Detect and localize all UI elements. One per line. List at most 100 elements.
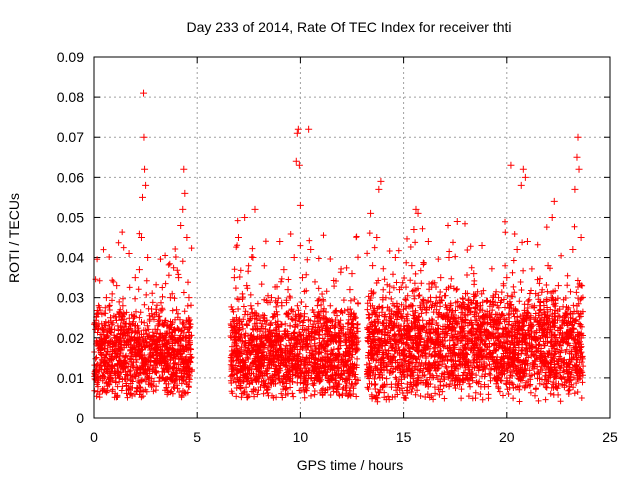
roti-point: [381, 338, 389, 346]
roti-point: [433, 306, 441, 314]
roti-point: [282, 354, 290, 362]
roti-point: [331, 374, 339, 382]
roti-point: [164, 366, 172, 374]
roti-point: [148, 310, 156, 318]
roti-point: [503, 274, 511, 282]
roti-point: [482, 346, 490, 354]
roti-point: [391, 254, 399, 262]
roti-point: [156, 374, 164, 382]
roti-point: [170, 326, 178, 334]
roti-point: [379, 294, 387, 302]
roti-point: [121, 358, 129, 366]
y-tick-label: 0.06: [57, 169, 84, 185]
plot-frame: [93, 56, 611, 419]
roti-point: [280, 266, 288, 274]
roti-point: [457, 318, 465, 326]
roti-point: [298, 274, 306, 282]
roti-point: [569, 246, 577, 254]
roti-point: [111, 334, 119, 342]
roti-point: [293, 129, 301, 137]
roti-point: [160, 350, 168, 358]
roti-point: [259, 314, 267, 322]
roti-point: [104, 378, 112, 386]
roti-point: [152, 338, 160, 346]
roti-point: [137, 234, 145, 241]
roti-point: [290, 254, 298, 262]
roti-point: [323, 330, 331, 338]
roti-point: [548, 213, 556, 221]
roti-point: [544, 262, 552, 270]
roti-point: [107, 314, 115, 322]
roti-point: [158, 306, 166, 314]
roti-point: [241, 213, 249, 221]
roti-point: [395, 286, 403, 294]
roti-point: [98, 326, 106, 334]
y-tick-label: 0.07: [57, 129, 84, 145]
roti-point: [521, 173, 529, 181]
roti-point: [453, 217, 461, 225]
roti-point: [319, 362, 327, 370]
roti-point: [519, 165, 527, 173]
roti-point: [125, 250, 133, 258]
data-points: [91, 89, 587, 405]
roti-point: [499, 342, 507, 350]
roti-point: [528, 334, 536, 342]
roti-point: [234, 234, 242, 241]
roti-point: [173, 306, 181, 314]
roti-point: [168, 342, 176, 350]
roti-point: [424, 238, 432, 246]
roti-point: [437, 274, 445, 282]
roti-point: [536, 354, 544, 362]
roti-point: [344, 306, 352, 314]
roti-point: [373, 234, 381, 241]
roti-point: [550, 197, 558, 205]
roti-point: [305, 125, 313, 133]
roti-point: [239, 366, 247, 374]
roti-point: [251, 205, 259, 213]
roti-point: [507, 161, 515, 169]
roti-point: [247, 302, 255, 310]
roti-point: [127, 350, 135, 358]
roti-point: [249, 254, 257, 262]
roti-point: [441, 330, 449, 338]
roti-point: [129, 318, 137, 326]
roti-point: [141, 165, 149, 173]
roti-point: [142, 181, 150, 189]
roti-point: [292, 157, 300, 165]
roti-point: [327, 350, 335, 358]
x-axis-label: GPS time / hours: [297, 457, 404, 473]
roti-point: [94, 342, 102, 350]
roti-point: [117, 346, 125, 354]
roti-point: [180, 165, 188, 173]
x-tick-label: 25: [602, 429, 618, 445]
roti-point: [513, 246, 521, 254]
roti-point: [100, 354, 108, 362]
roti-point: [307, 246, 315, 254]
roti-point: [377, 177, 385, 185]
roti-point: [135, 266, 143, 274]
roti-point: [466, 366, 474, 374]
roti-point: [295, 161, 303, 169]
roti-point: [284, 286, 292, 294]
roti-point: [474, 334, 482, 342]
roti-point: [350, 334, 358, 342]
roti-point: [420, 338, 428, 346]
roti-point: [404, 326, 412, 334]
roti-point: [301, 310, 309, 318]
roti-point: [294, 125, 302, 133]
roti-point: [575, 165, 583, 173]
x-tick-label: 0: [90, 429, 98, 445]
roti-point: [144, 254, 152, 262]
roti-point: [348, 270, 356, 278]
y-tick-label: 0: [76, 410, 84, 426]
roti-point: [412, 205, 420, 213]
roti-point: [563, 366, 571, 374]
x-tick-label: 10: [293, 429, 309, 445]
roti-point: [140, 133, 148, 141]
roti-point: [554, 282, 562, 290]
roti-point: [276, 238, 284, 246]
roti-point: [183, 234, 191, 241]
roti-point: [511, 318, 519, 326]
